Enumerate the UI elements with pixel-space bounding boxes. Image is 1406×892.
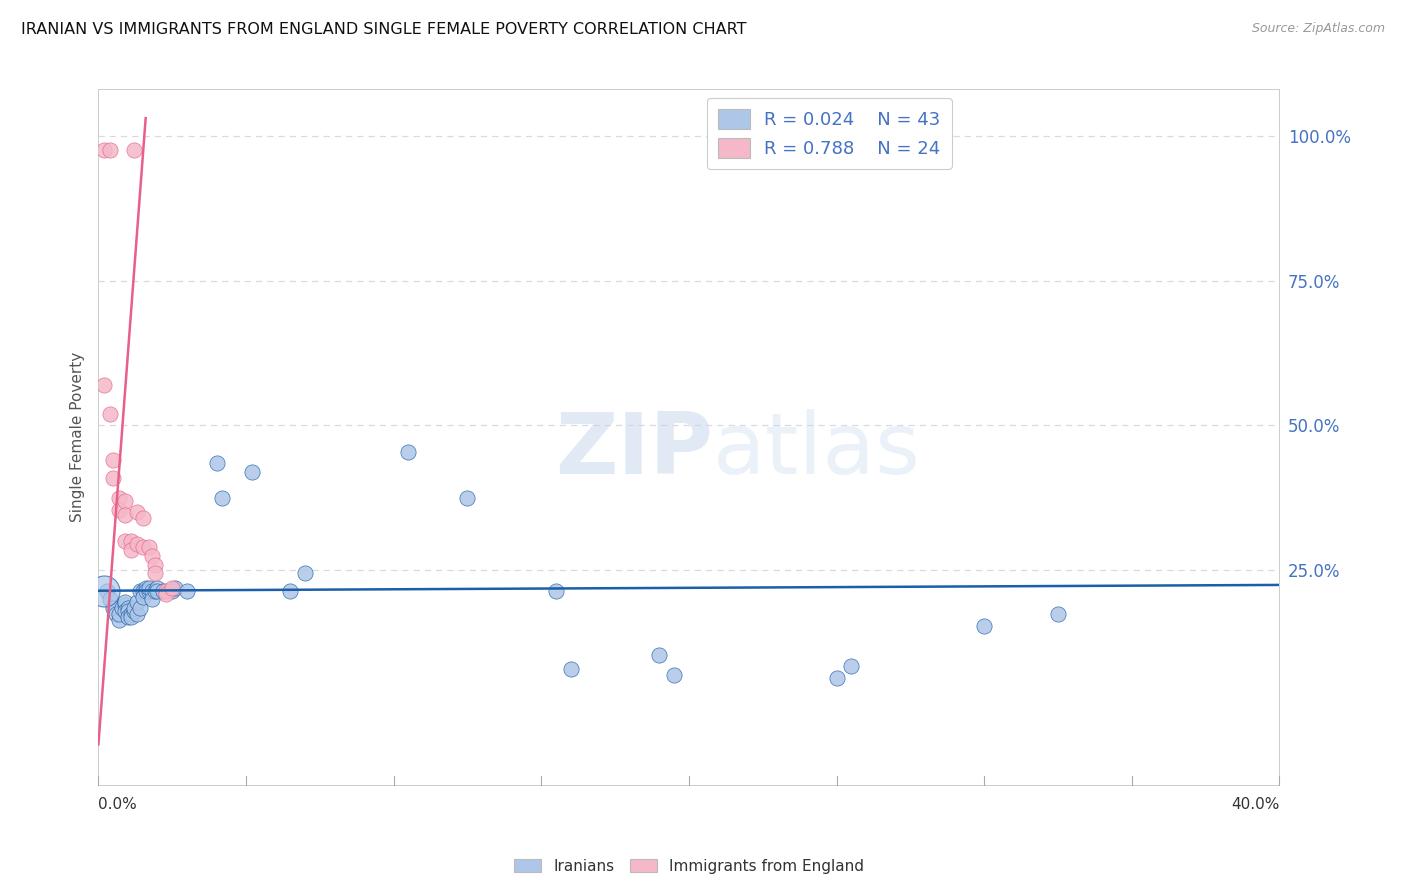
Point	[648, 648, 671, 662]
Point	[105, 607, 128, 621]
Point	[146, 583, 169, 598]
Point	[114, 598, 136, 612]
Point	[138, 541, 160, 555]
Point	[132, 583, 155, 598]
Point	[98, 143, 121, 157]
Point	[1046, 607, 1069, 621]
Point	[120, 607, 142, 621]
Point	[141, 583, 163, 598]
Point	[125, 505, 148, 519]
Point	[396, 444, 419, 458]
Point	[120, 543, 142, 558]
Point	[135, 581, 157, 595]
Point	[108, 491, 131, 505]
Point	[132, 541, 155, 555]
Legend: R = 0.024    N = 43, R = 0.788    N = 24: R = 0.024 N = 43, R = 0.788 N = 24	[707, 98, 952, 169]
Point	[132, 511, 155, 525]
Point	[165, 581, 187, 595]
Point	[211, 491, 233, 505]
Point	[152, 583, 174, 598]
Text: Source: ZipAtlas.com: Source: ZipAtlas.com	[1251, 22, 1385, 36]
Point	[141, 592, 163, 607]
Point	[114, 595, 136, 609]
Point	[143, 566, 166, 581]
Point	[560, 662, 582, 676]
Text: atlas: atlas	[713, 409, 921, 492]
Point	[98, 407, 121, 421]
Point	[103, 601, 125, 615]
Point	[117, 610, 139, 624]
Point	[98, 592, 121, 607]
Point	[825, 671, 848, 685]
Point	[103, 471, 125, 485]
Point	[114, 534, 136, 549]
Point	[240, 465, 263, 479]
Point	[128, 601, 150, 615]
Point	[96, 583, 118, 598]
Point	[117, 601, 139, 615]
Point	[93, 143, 115, 157]
Point	[114, 494, 136, 508]
Point	[138, 581, 160, 595]
Point	[114, 604, 136, 618]
Point	[155, 583, 177, 598]
Text: 0.0%: 0.0%	[98, 797, 138, 812]
Point	[143, 583, 166, 598]
Point	[143, 558, 166, 572]
Point	[162, 581, 183, 595]
Point	[108, 607, 131, 621]
Text: IRANIAN VS IMMIGRANTS FROM ENGLAND SINGLE FEMALE POVERTY CORRELATION CHART: IRANIAN VS IMMIGRANTS FROM ENGLAND SINGL…	[21, 22, 747, 37]
Point	[155, 587, 177, 601]
Point	[122, 143, 145, 157]
Point	[135, 583, 157, 598]
Point	[132, 590, 155, 604]
Point	[128, 583, 150, 598]
Point	[111, 601, 134, 615]
Point	[120, 610, 142, 624]
Point	[125, 537, 148, 551]
Text: ZIP: ZIP	[555, 409, 713, 492]
Point	[125, 607, 148, 621]
Point	[546, 583, 568, 598]
Text: 40.0%: 40.0%	[1232, 797, 1279, 812]
Point	[205, 456, 228, 470]
Point	[120, 534, 142, 549]
Point	[841, 659, 863, 673]
Point	[278, 583, 302, 598]
Point	[125, 595, 148, 609]
Point	[122, 601, 145, 615]
Point	[141, 549, 163, 563]
Point	[973, 618, 995, 632]
Point	[146, 581, 169, 595]
Point	[108, 502, 131, 516]
Point	[294, 566, 316, 581]
Y-axis label: Single Female Poverty: Single Female Poverty	[69, 352, 84, 522]
Point	[664, 667, 686, 681]
Point	[108, 613, 131, 627]
Point	[176, 583, 198, 598]
Point	[93, 378, 115, 392]
Point	[162, 583, 183, 598]
Point	[103, 453, 125, 467]
Legend: Iranians, Immigrants from England: Iranians, Immigrants from England	[508, 853, 870, 880]
Point	[138, 583, 160, 598]
Point	[117, 604, 139, 618]
Point	[122, 604, 145, 618]
Point	[456, 491, 478, 505]
Point	[114, 508, 136, 523]
Point	[93, 583, 115, 598]
